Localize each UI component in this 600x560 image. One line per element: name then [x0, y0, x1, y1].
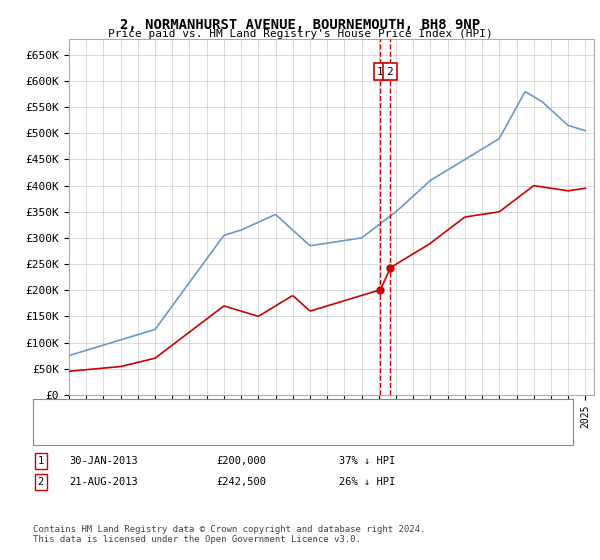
Text: 1: 1 [377, 67, 383, 77]
Text: 2, NORMANHURST AVENUE, BOURNEMOUTH, BH8 9NP: 2, NORMANHURST AVENUE, BOURNEMOUTH, BH8 … [120, 18, 480, 32]
Text: HPI: Average price, detached house, Bournemouth Christchurch and Poole: HPI: Average price, detached house, Bour… [89, 426, 500, 436]
Text: Contains HM Land Registry data © Crown copyright and database right 2024.
This d: Contains HM Land Registry data © Crown c… [33, 525, 425, 544]
Text: 2: 2 [386, 67, 393, 77]
Text: 37% ↓ HPI: 37% ↓ HPI [339, 456, 395, 466]
Text: 30-JAN-2013: 30-JAN-2013 [69, 456, 138, 466]
Text: 26% ↓ HPI: 26% ↓ HPI [339, 477, 395, 487]
Text: £200,000: £200,000 [216, 456, 266, 466]
Text: 2: 2 [38, 477, 44, 487]
Text: 2, NORMANHURST AVENUE, BOURNEMOUTH, BH8 9NP (detached house): 2, NORMANHURST AVENUE, BOURNEMOUTH, BH8 … [89, 405, 442, 416]
Text: 21-AUG-2013: 21-AUG-2013 [69, 477, 138, 487]
Text: Price paid vs. HM Land Registry's House Price Index (HPI): Price paid vs. HM Land Registry's House … [107, 29, 493, 39]
Text: 1: 1 [38, 456, 44, 466]
Text: £242,500: £242,500 [216, 477, 266, 487]
